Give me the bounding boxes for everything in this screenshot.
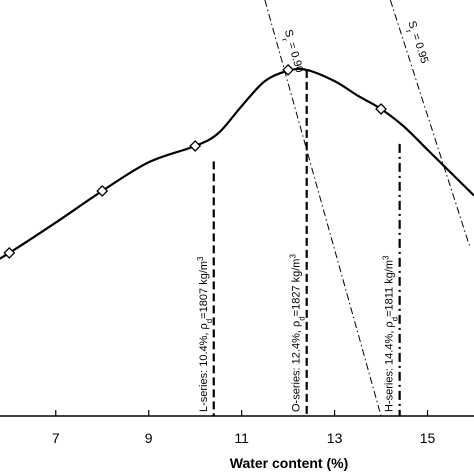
data-point-marker (96, 185, 109, 197)
x-axis-title: Water content (%) (230, 455, 348, 471)
data-point-marker (375, 103, 387, 115)
annotation-label: H-series: 14.4%, ρd=1811 kg/m3 (381, 255, 399, 412)
data-point-marker (3, 247, 16, 259)
x-tick-label: 15 (420, 430, 436, 446)
data-point-marker (189, 140, 202, 152)
x-tick-label: 9 (145, 430, 153, 446)
x-tick-label: 11 (234, 430, 249, 446)
data-point-marker (282, 63, 295, 76)
compaction-curve (0, 67, 474, 260)
compaction-curve-group (0, 67, 474, 260)
x-ticks: 7 9 11 13 15 (52, 410, 436, 446)
optimum-lines (212, 69, 401, 416)
saturation-line (389, 0, 470, 246)
saturation-label: Sr = 0.95 (402, 20, 430, 67)
saturation-line (264, 0, 382, 417)
annotation-label: O-series: 12.4%, ρd=1827 kg/m3 (288, 254, 306, 412)
annotation-label: L-series: 10.4%, ρd=1807 kg/m3 (195, 256, 213, 412)
x-tick-label: 7 (52, 430, 60, 446)
annotation-labels: L-series: 10.4%, ρd=1807 kg/m3 O-series: … (195, 254, 399, 412)
x-tick-label: 13 (327, 430, 343, 446)
data-markers (3, 63, 387, 259)
